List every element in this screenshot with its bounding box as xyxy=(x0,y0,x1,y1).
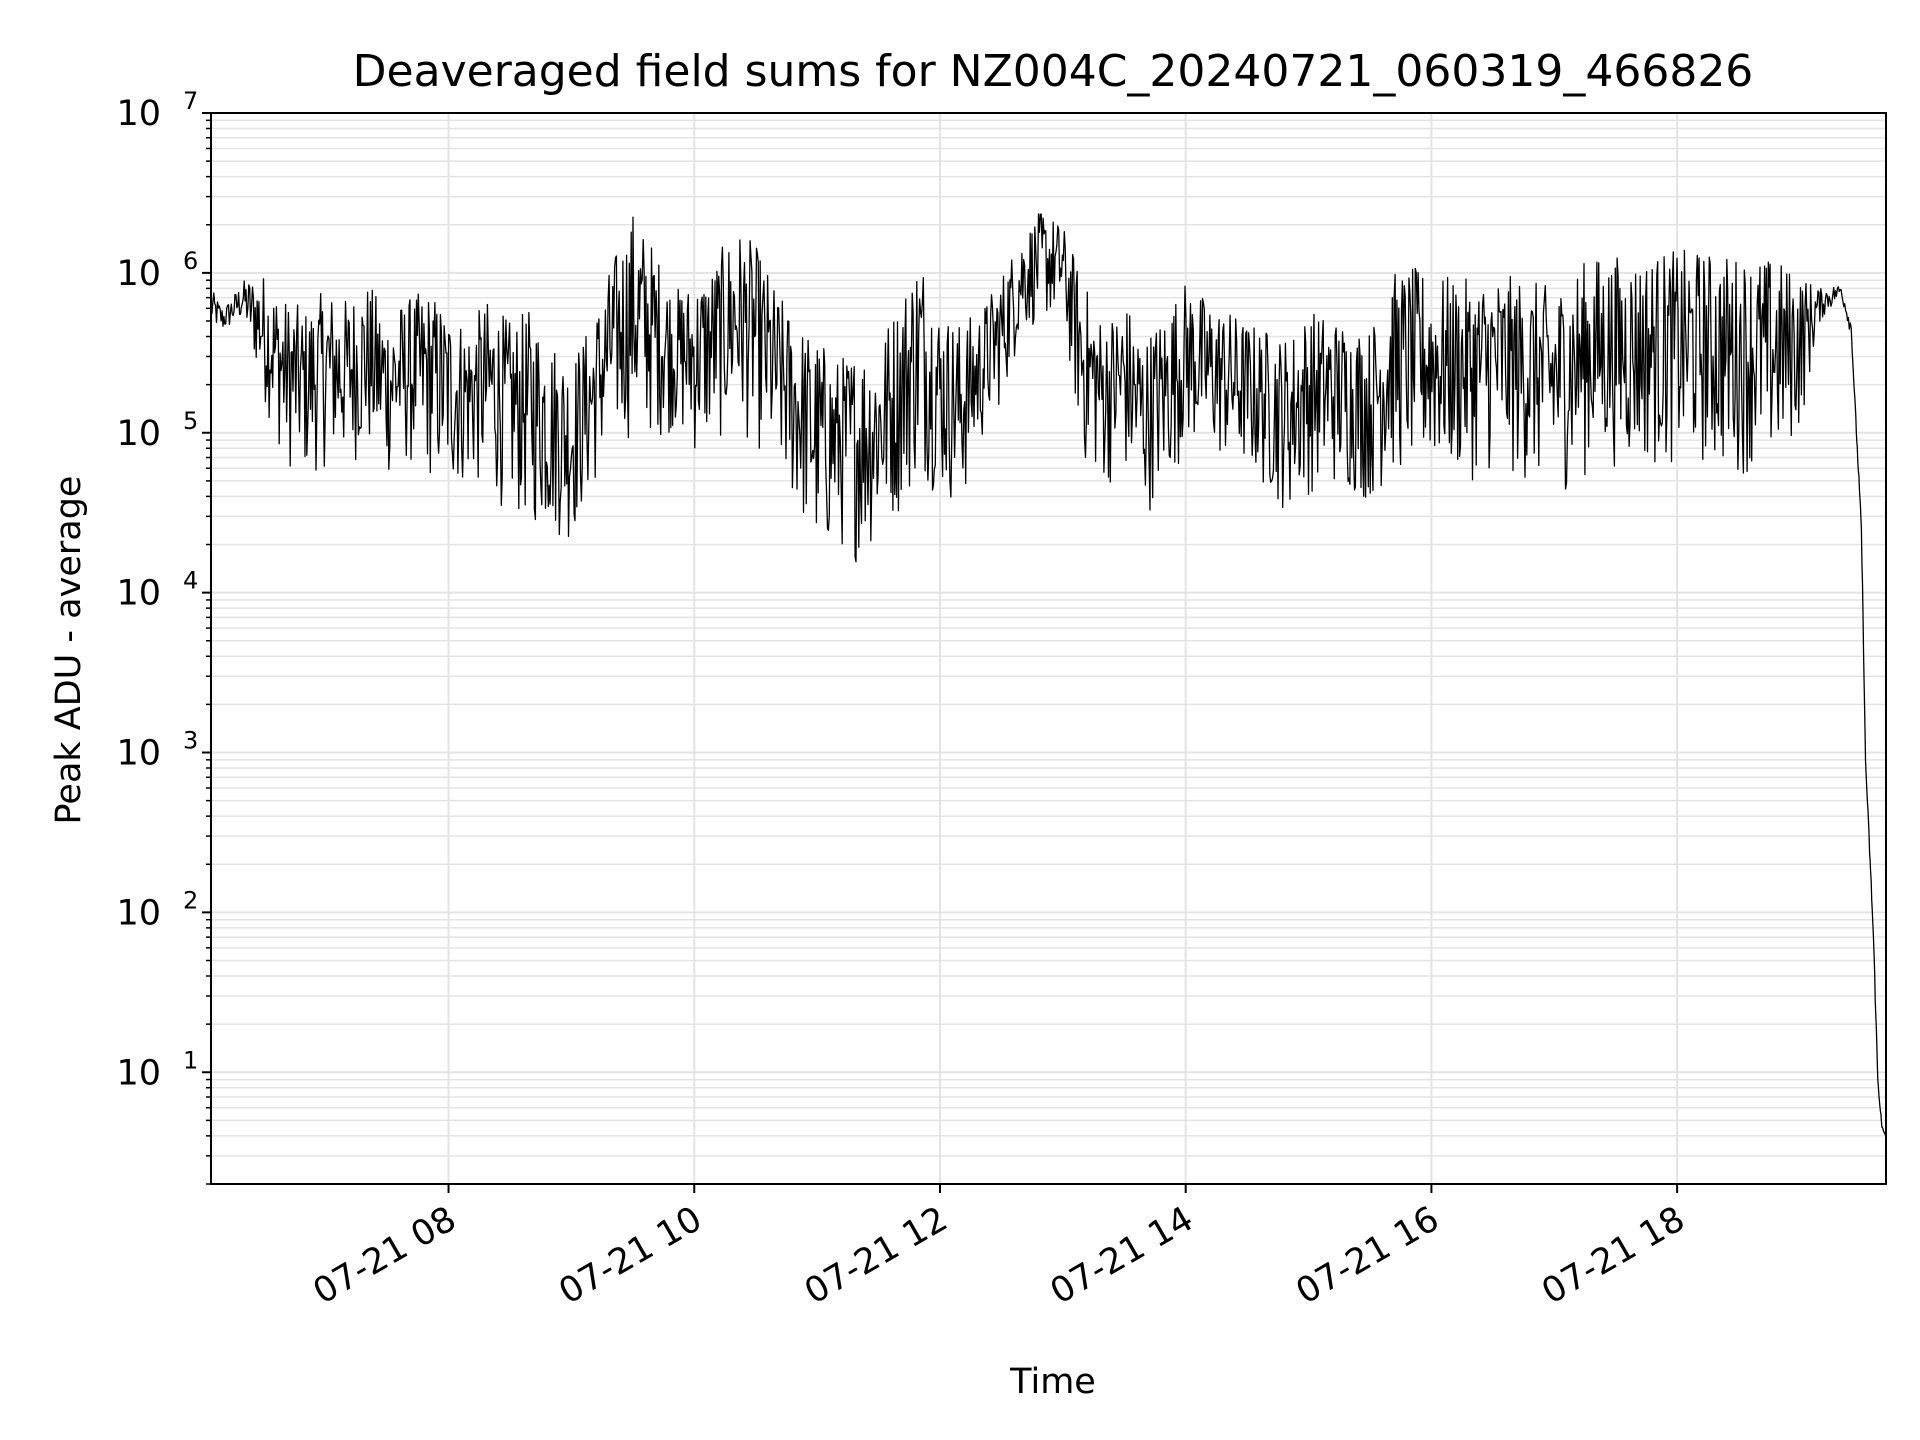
series-line xyxy=(210,213,1887,1137)
y-tick-exponent: 7 xyxy=(183,87,198,115)
x-tick-label: 07-21 08 xyxy=(307,1199,463,1312)
x-tick-label: 07-21 16 xyxy=(1290,1199,1446,1312)
plot-area-frame xyxy=(210,112,1887,1185)
x-tick-label: 07-21 12 xyxy=(798,1199,954,1312)
y-tick-label: 10 xyxy=(116,94,161,134)
chart-title: Deaveraged field sums for NZ004C_2024072… xyxy=(353,46,1754,97)
y-tick-exponent: 5 xyxy=(183,407,198,435)
y-tick-label: 10 xyxy=(116,574,161,614)
y-tick-label: 10 xyxy=(116,893,161,933)
x-tick-label: 07-21 18 xyxy=(1535,1199,1691,1312)
y-axis-label: Peak ADU - average xyxy=(49,476,89,825)
y-tick-label: 10 xyxy=(116,1053,161,1093)
axis-ticks: 10 1 10 2 10 3 10 4 10 5 10 6 10 7 07-21 08 07-21 10 07-… xyxy=(116,87,1691,1312)
y-tick-exponent: 6 xyxy=(183,247,198,275)
y-tick-exponent: 2 xyxy=(183,886,198,914)
y-tick-label: 10 xyxy=(116,414,161,454)
x-axis-label: Time xyxy=(1009,1362,1096,1402)
y-tick-label: 10 xyxy=(116,734,161,774)
y-tick-exponent: 4 xyxy=(183,567,198,595)
x-tick-label: 07-21 14 xyxy=(1044,1199,1200,1312)
y-tick-exponent: 1 xyxy=(183,1046,198,1074)
y-tick-label: 10 xyxy=(116,254,161,294)
y-tick-exponent: 3 xyxy=(183,727,198,755)
grid xyxy=(211,112,1886,1185)
x-tick-label: 07-21 10 xyxy=(552,1199,708,1312)
data-series xyxy=(210,213,1887,1137)
